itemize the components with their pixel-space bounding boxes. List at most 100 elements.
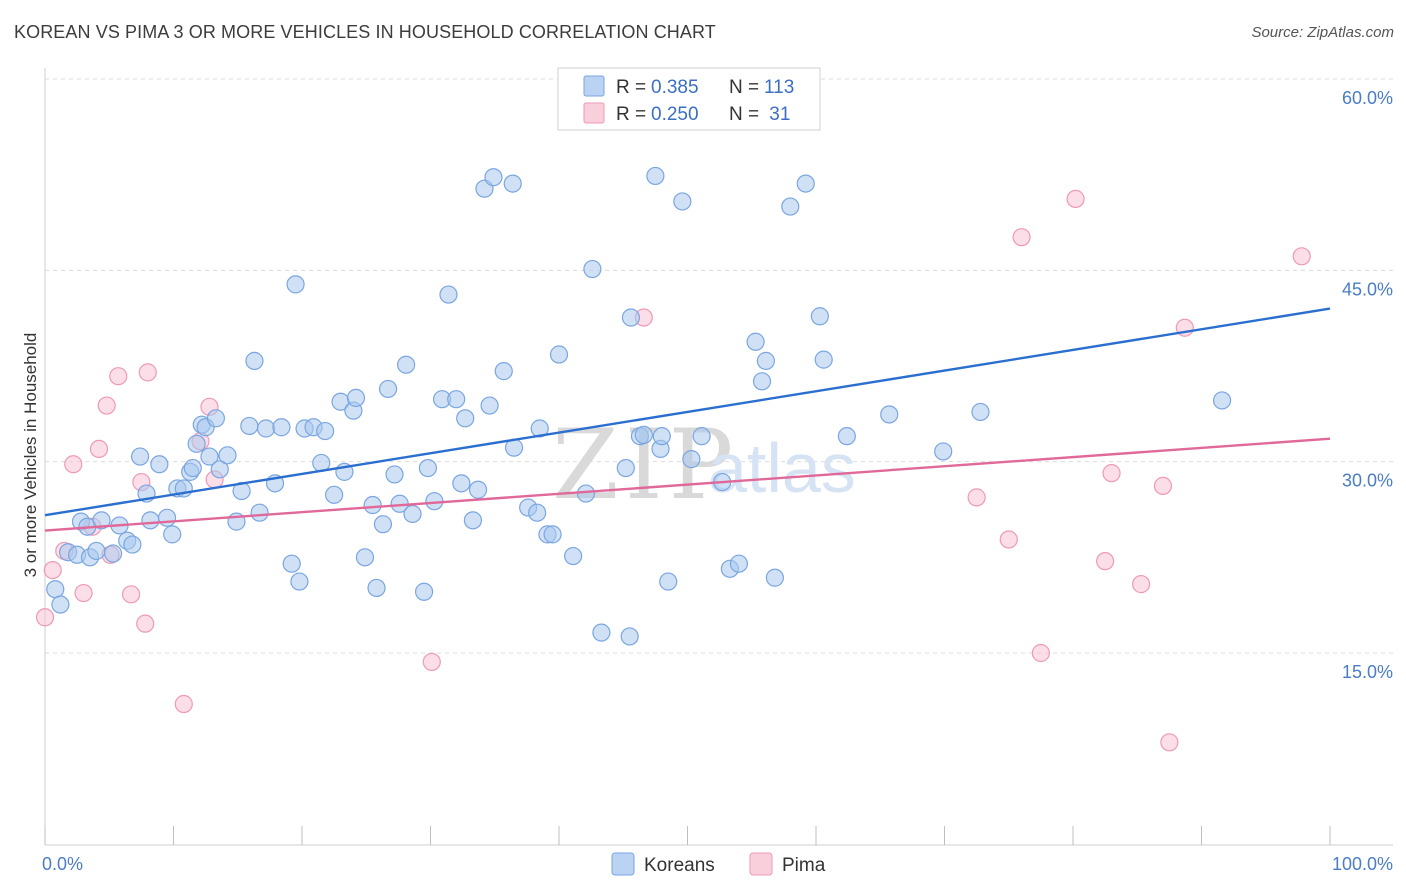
korean-point-50 (355, 548, 375, 567)
korean-point-100 (746, 332, 765, 351)
korean-point-15 (141, 511, 160, 530)
korean-point-105 (796, 174, 815, 193)
korean-point-81 (564, 546, 583, 566)
korean-point-18 (163, 525, 182, 544)
korean-point-107 (814, 350, 833, 369)
korean-point-67 (463, 511, 483, 530)
korean-point-27 (206, 409, 226, 428)
pima-point-23 (1031, 643, 1050, 663)
korean-point-95 (682, 450, 701, 469)
pima-point-3 (64, 455, 83, 474)
korean-point-80 (549, 345, 569, 364)
series-legend: Koreans Pima (611, 852, 826, 876)
legend-swatch-pima (583, 102, 605, 124)
korean-points (46, 166, 1232, 646)
pima-point-10 (121, 585, 141, 604)
korean-point-44 (316, 421, 335, 441)
korean-point-87 (621, 308, 641, 327)
pima-point-28 (1153, 476, 1173, 496)
korean-point-58 (403, 504, 422, 524)
watermark-atlas: atlas (708, 429, 856, 507)
korean-point-73 (503, 174, 522, 193)
korean-point-60 (418, 458, 438, 478)
korean-point-96 (692, 427, 711, 446)
legend-n-label-koreans: N = (729, 77, 759, 98)
korean-point-103 (765, 568, 784, 587)
y-tick-label-0: 15.0% (1342, 662, 1393, 682)
pima-point-31 (1292, 247, 1311, 266)
korean-point-32 (240, 416, 259, 436)
pima-point-1 (43, 560, 62, 580)
korean-point-7 (87, 541, 106, 561)
pima-point-18 (422, 652, 441, 672)
pima-point-6 (89, 439, 109, 459)
korean-point-38 (282, 554, 301, 573)
x-tick-labels: 0.0% 100.0% (42, 854, 1393, 874)
x-tick-label-1: 100.0% (1332, 854, 1393, 874)
korean-point-13 (130, 447, 150, 466)
korean-trend-line (44, 307, 1331, 517)
korean-point-35 (256, 419, 276, 438)
y-axis-label: 3 or more Vehicles in Household (21, 333, 40, 578)
bottom-legend-swatch-pima (749, 852, 773, 876)
legend-n-value-pima: 31 (764, 104, 790, 125)
korean-point-72 (494, 362, 513, 381)
korean-point-0 (46, 580, 65, 599)
korean-point-94 (673, 192, 692, 211)
bottom-legend-swatch-koreans (611, 852, 635, 876)
axes (44, 68, 1393, 846)
pima-point-26 (1102, 464, 1121, 483)
y-tick-labels: 15.0% 30.0% 45.0% 60.0% (1342, 88, 1393, 682)
pima-point-12 (136, 614, 155, 633)
korean-point-49 (346, 388, 366, 407)
korean-point-40 (290, 572, 309, 591)
korean-point-102 (756, 351, 775, 370)
pima-point-13 (138, 363, 157, 382)
x-tick-label-0: 0.0% (42, 854, 83, 874)
korean-point-9 (104, 544, 123, 563)
korean-point-104 (781, 197, 800, 216)
legend-n-label-pima: N = (729, 104, 759, 125)
y-tick-label-2: 45.0% (1342, 279, 1393, 299)
korean-point-33 (245, 351, 264, 370)
korean-point-26 (200, 447, 219, 466)
korean-point-22 (183, 458, 202, 478)
korean-point-83 (583, 259, 602, 279)
legend-swatch-koreans (583, 75, 605, 97)
korean-point-54 (378, 379, 398, 399)
korean-point-45 (325, 485, 344, 504)
korean-point-64 (447, 390, 466, 409)
korean-point-79 (543, 525, 562, 544)
korean-point-57 (396, 355, 416, 374)
pima-point-0 (35, 608, 55, 627)
korean-point-108 (837, 427, 856, 446)
korean-point-111 (971, 402, 990, 422)
korean-point-39 (286, 275, 305, 294)
korean-point-84 (592, 623, 611, 642)
korean-point-12 (123, 535, 142, 554)
y-tick-label-3: 60.0% (1342, 88, 1393, 108)
korean-point-29 (218, 446, 237, 465)
korean-point-110 (934, 442, 953, 461)
pima-point-27 (1132, 575, 1151, 594)
legend-r-value-pima: 0.250 (651, 104, 699, 125)
pima-point-24 (1066, 189, 1085, 209)
pima-point-21 (999, 530, 1018, 549)
korean-point-53 (373, 515, 393, 534)
korean-point-93 (659, 572, 678, 591)
pima-point-25 (1096, 552, 1115, 571)
korean-point-52 (367, 578, 386, 598)
korean-point-34 (250, 503, 269, 522)
korean-point-51 (363, 495, 382, 515)
pima-point-20 (967, 488, 986, 507)
legend-n-value-koreans: 113 (764, 77, 794, 98)
pima-point-14 (174, 694, 193, 714)
korean-point-85 (616, 458, 635, 478)
pima-point-7 (97, 396, 116, 415)
korean-point-66 (456, 409, 475, 428)
korean-point-71 (484, 168, 503, 187)
korean-point-68 (468, 480, 488, 499)
korean-point-89 (634, 425, 653, 444)
korean-point-90 (646, 166, 665, 186)
